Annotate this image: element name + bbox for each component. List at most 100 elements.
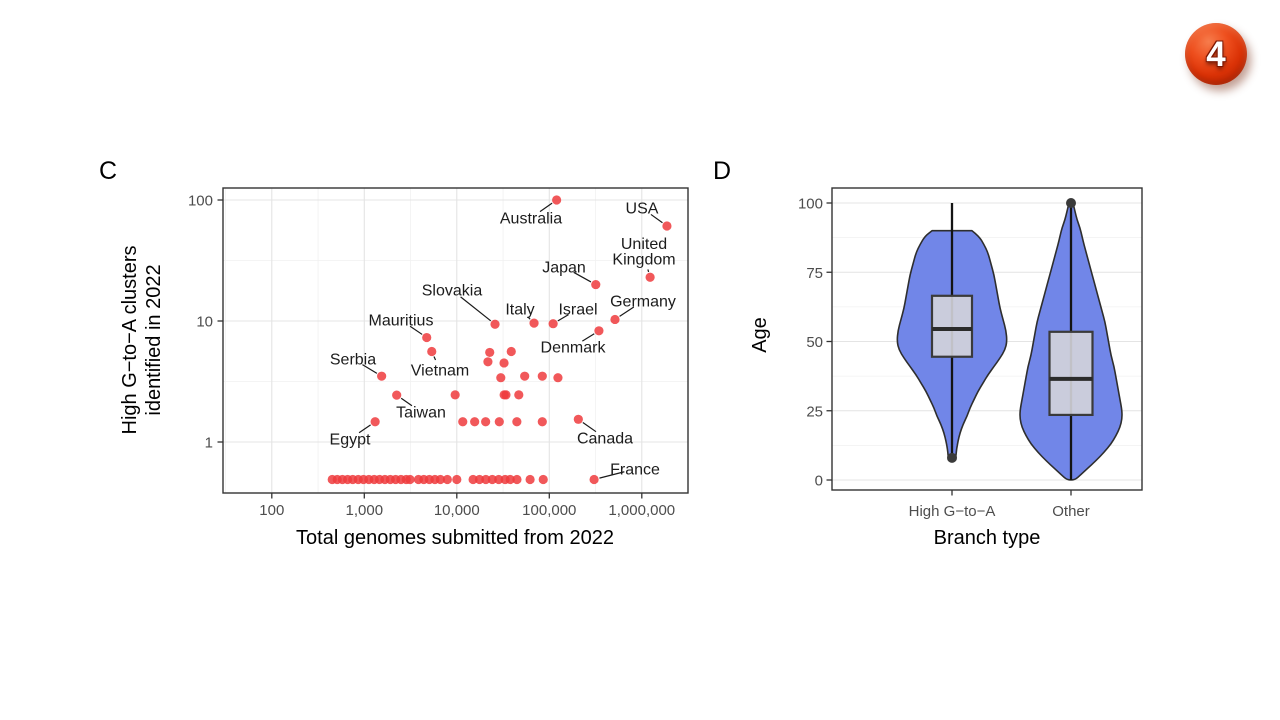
scatter-point: [610, 314, 620, 325]
scatter-point: [435, 474, 446, 485]
country-label: Germany: [610, 294, 676, 311]
scatter-point: [537, 371, 547, 381]
y-tick-label: 100: [798, 196, 823, 213]
scatter-point: [537, 417, 547, 427]
country-label: Egypt: [330, 432, 371, 449]
country-label: Israel: [558, 302, 597, 319]
scatter-point: [538, 474, 548, 485]
outlier-dot: [947, 452, 957, 463]
panel-c-country-labels: Egypt Taiwan Serbia Mauritius Vietnam Slovaki…: [330, 201, 676, 479]
scatter-point: [525, 474, 535, 485]
scatter-point: [496, 373, 506, 383]
scatter-point: [392, 390, 402, 400]
scatter-point: [501, 390, 511, 400]
y-tick-label: 50: [806, 334, 823, 351]
scatter-point: [370, 417, 380, 427]
scatter-point: [442, 474, 452, 485]
scatter-point: [552, 195, 562, 205]
scatter-point: [499, 358, 509, 368]
leader-line: [582, 333, 595, 342]
scatter-point: [481, 417, 491, 427]
slide-number: 4: [1206, 34, 1226, 74]
scatter-point: [483, 357, 493, 367]
scatter-point: [490, 319, 500, 329]
panel-c-points: [327, 195, 672, 485]
country-label: USA: [626, 201, 659, 218]
box: [930, 294, 974, 358]
scatter-point: [474, 474, 485, 485]
country-label: Canada: [577, 431, 633, 448]
x-tick-label: 1,000,000: [608, 502, 675, 519]
scatter-point: [512, 417, 522, 427]
scatter-point: [594, 326, 604, 336]
country-label: Japan: [542, 260, 586, 277]
panel-d-label: D: [713, 157, 732, 185]
country-label: Slovakia: [422, 283, 483, 300]
panel-c-gridlines: [223, 188, 688, 493]
y-tick-label: 75: [806, 265, 823, 282]
panel-c-label: C: [99, 157, 118, 185]
scatter-point: [553, 373, 563, 383]
x-tick-label: Other: [1052, 503, 1090, 520]
outlier-dot: [1066, 198, 1076, 208]
scatter-point: [468, 474, 478, 485]
scatter-point: [512, 474, 522, 485]
panel-d-violins: [896, 198, 1123, 481]
leader-line: [460, 296, 492, 322]
scatter-point: [422, 332, 432, 343]
country-label: Denmark: [541, 340, 607, 357]
scatter-point: [548, 319, 558, 329]
box: [1048, 330, 1094, 417]
d-x-axis-title: Branch type: [934, 527, 1041, 549]
scatter-point: [481, 474, 491, 485]
scatter-point: [405, 474, 415, 485]
scatter-point: [494, 474, 504, 485]
leader-line: [539, 202, 553, 213]
y-tick-label: 1: [205, 435, 213, 452]
leader-line: [619, 306, 635, 317]
d-y-axis-title: Age: [749, 317, 771, 353]
c-y-axis-title-line2: identified in 2022: [143, 264, 165, 415]
scatter-point: [662, 221, 672, 231]
scatter-point: [458, 417, 468, 427]
country-label: Italy: [505, 302, 534, 319]
scatter-point: [514, 390, 524, 400]
country-label: Kingdom: [612, 252, 675, 269]
scatter-point: [591, 279, 601, 290]
x-tick-label: 10,000: [434, 502, 480, 519]
leader-line: [409, 325, 423, 335]
scatter-point: [520, 371, 530, 381]
scatter-point: [589, 474, 599, 485]
y-tick-label: 0: [815, 473, 823, 490]
c-y-axis-title-line1: High G−to−A clusters: [119, 246, 141, 435]
scatter-point: [506, 346, 516, 357]
leader-line: [358, 424, 371, 434]
scatter-point: [450, 390, 460, 400]
scatter-point: [377, 371, 387, 381]
scatter-point: [529, 318, 539, 328]
scatter-point: [470, 417, 480, 427]
scatter-point: [645, 272, 655, 282]
leader-line: [650, 213, 663, 224]
x-tick-label: 100: [259, 502, 284, 519]
leader-line: [573, 271, 592, 283]
slide-number-badge: 4: [1185, 23, 1247, 85]
leader-line: [527, 316, 531, 320]
scatter-point: [494, 417, 504, 427]
leader-line: [647, 269, 650, 273]
scatter-point: [452, 474, 462, 485]
scatter-point: [573, 414, 583, 424]
y-tick-label: 25: [806, 403, 823, 420]
country-label: Serbia: [330, 352, 376, 369]
y-tick-label: 100: [188, 193, 213, 210]
y-tick-label: 10: [196, 314, 213, 331]
country-label: Mauritius: [369, 313, 434, 330]
country-label: Australia: [500, 211, 562, 228]
x-tick-label: High G−to−A: [909, 503, 996, 520]
country-label: Taiwan: [396, 405, 446, 422]
scatter-point: [505, 474, 515, 485]
leader-line: [400, 397, 413, 407]
panel-d-plot-border: [831, 187, 1143, 491]
